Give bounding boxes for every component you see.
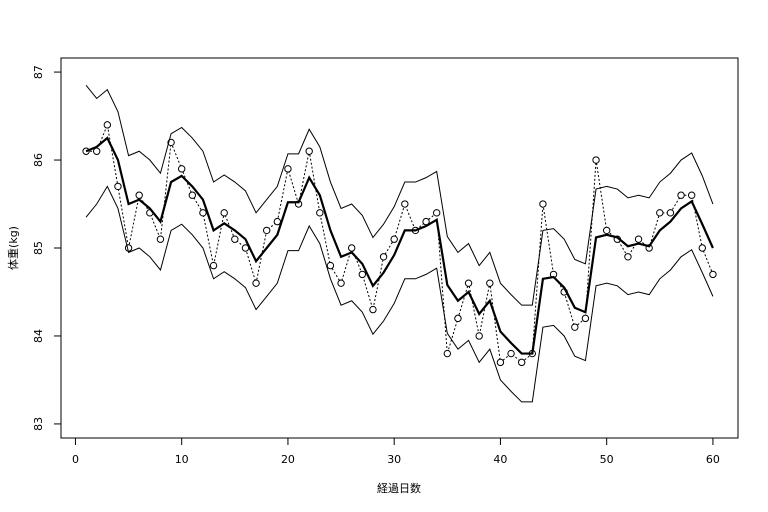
data-point [284,165,292,173]
data-point [347,244,356,252]
data-point [709,270,717,279]
data-point [401,200,409,208]
y-tick-label: 85 [32,241,45,255]
data-point [517,358,526,367]
data-point [539,200,547,208]
y-tick-label: 84 [32,329,45,343]
data-point [666,209,675,217]
data-point [390,235,398,243]
data-point [677,191,685,199]
data-point [220,209,228,217]
data-point [443,349,452,358]
x-tick-label: 50 [600,453,614,466]
data-point [252,279,260,287]
data-point [231,235,239,243]
data-point [496,358,505,367]
data-point [262,226,271,235]
data-point [199,209,207,217]
y-tick-label: 86 [32,153,45,167]
data-point [188,191,197,199]
data-point [337,279,345,287]
data-point [486,279,494,287]
data-point [656,209,664,217]
data-point [177,165,186,173]
x-tick-label: 60 [706,453,720,466]
data-point [432,209,441,217]
data-point [454,314,462,323]
x-tick-label: 40 [493,453,507,466]
data-point [358,270,367,279]
data-point [156,235,165,243]
data-point [316,209,324,217]
x-tick-label: 30 [387,453,401,466]
data-point [475,332,483,340]
data-point [592,156,600,164]
x-tick-label: 20 [281,453,295,466]
x-tick-label: 0 [72,453,79,466]
data-point [602,226,611,235]
data-point [103,121,112,129]
plot-box [60,57,739,439]
series-line [85,136,714,355]
data-point [634,235,643,243]
data-point [507,349,515,358]
data-point [687,191,696,199]
y-tick-label: 87 [32,65,45,79]
y-axis-label: 体重(kg) [6,226,20,270]
data-point [114,182,122,191]
data-point [305,147,313,155]
data-point [273,217,282,226]
series-line [85,84,714,306]
data-point [581,314,590,323]
data-point [624,253,632,261]
series-line [86,123,714,364]
data-point [464,279,473,287]
data-point [135,191,143,199]
data-point [124,244,133,252]
data-point [326,261,335,270]
y-tick-label: 83 [32,417,45,431]
data-point [698,244,707,252]
data-point [92,147,101,155]
data-point [369,305,377,314]
data-point [571,323,579,331]
data-point [209,261,218,270]
data-point [379,253,388,261]
x-tick-label: 10 [175,453,189,466]
x-axis-label: 経過日数 [377,482,421,495]
series-line [85,185,714,403]
